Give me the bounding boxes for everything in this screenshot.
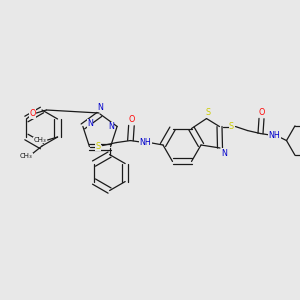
Text: S: S bbox=[206, 108, 211, 117]
Text: N: N bbox=[221, 148, 227, 158]
Text: CH₃: CH₃ bbox=[33, 137, 46, 143]
Text: O: O bbox=[128, 115, 135, 124]
Text: N: N bbox=[97, 103, 103, 112]
Text: S: S bbox=[229, 122, 234, 131]
Text: O: O bbox=[29, 110, 36, 118]
Text: NH: NH bbox=[268, 131, 280, 140]
Text: O: O bbox=[258, 108, 265, 117]
Text: N: N bbox=[108, 122, 114, 131]
Text: NH: NH bbox=[140, 138, 151, 147]
Text: CH₃: CH₃ bbox=[20, 153, 32, 159]
Text: N: N bbox=[87, 119, 93, 128]
Text: S: S bbox=[96, 142, 101, 151]
